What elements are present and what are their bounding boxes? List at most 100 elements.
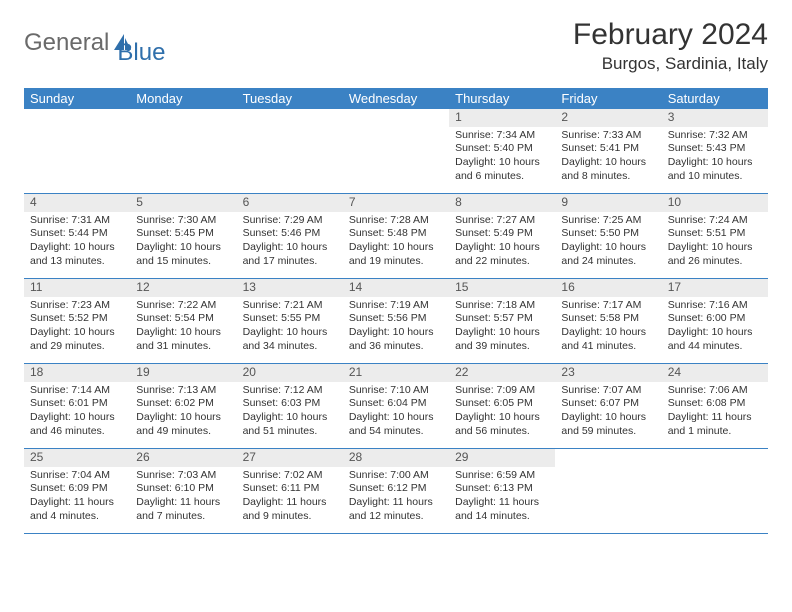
day-number: 16 (555, 279, 661, 297)
day-details: Sunrise: 7:02 AMSunset: 6:11 PMDaylight:… (237, 467, 343, 528)
day-sunrise: Sunrise: 7:19 AM (349, 299, 443, 313)
day-sunrise: Sunrise: 7:00 AM (349, 469, 443, 483)
day-daylight: Daylight: 10 hours and 10 minutes. (668, 156, 762, 183)
day-sunrise: Sunrise: 7:34 AM (455, 129, 549, 143)
day-daylight: Daylight: 11 hours and 14 minutes. (455, 496, 549, 523)
day-cell: 7Sunrise: 7:28 AMSunset: 5:48 PMDaylight… (343, 194, 449, 278)
day-details: Sunrise: 7:19 AMSunset: 5:56 PMDaylight:… (343, 297, 449, 358)
day-cell: 25Sunrise: 7:04 AMSunset: 6:09 PMDayligh… (24, 449, 130, 533)
day-sunrise: Sunrise: 7:14 AM (30, 384, 124, 398)
weekday-header: Sunday (24, 88, 130, 109)
day-details: Sunrise: 7:23 AMSunset: 5:52 PMDaylight:… (24, 297, 130, 358)
weekday-header: Tuesday (237, 88, 343, 109)
day-sunset: Sunset: 6:00 PM (668, 312, 762, 326)
day-daylight: Daylight: 11 hours and 1 minute. (668, 411, 762, 438)
day-number: 15 (449, 279, 555, 297)
day-details: Sunrise: 7:32 AMSunset: 5:43 PMDaylight:… (662, 127, 768, 188)
day-sunset: Sunset: 5:43 PM (668, 142, 762, 156)
day-sunset: Sunset: 5:52 PM (30, 312, 124, 326)
day-cell: 4Sunrise: 7:31 AMSunset: 5:44 PMDaylight… (24, 194, 130, 278)
day-details: Sunrise: 7:07 AMSunset: 6:07 PMDaylight:… (555, 382, 661, 443)
day-details: Sunrise: 7:33 AMSunset: 5:41 PMDaylight:… (555, 127, 661, 188)
brand-name-gray: General (24, 29, 109, 57)
day-sunrise: Sunrise: 7:22 AM (136, 299, 230, 313)
day-number: 18 (24, 364, 130, 382)
day-sunset: Sunset: 6:11 PM (243, 482, 337, 496)
day-cell: 9Sunrise: 7:25 AMSunset: 5:50 PMDaylight… (555, 194, 661, 278)
day-sunrise: Sunrise: 7:04 AM (30, 469, 124, 483)
day-sunrise: Sunrise: 7:27 AM (455, 214, 549, 228)
day-details: Sunrise: 7:21 AMSunset: 5:55 PMDaylight:… (237, 297, 343, 358)
day-cell: 13Sunrise: 7:21 AMSunset: 5:55 PMDayligh… (237, 279, 343, 363)
day-cell: 16Sunrise: 7:17 AMSunset: 5:58 PMDayligh… (555, 279, 661, 363)
day-cell: 29Sunrise: 6:59 AMSunset: 6:13 PMDayligh… (449, 449, 555, 533)
day-cell: 24Sunrise: 7:06 AMSunset: 6:08 PMDayligh… (662, 364, 768, 448)
day-number: 13 (237, 279, 343, 297)
day-details: Sunrise: 7:12 AMSunset: 6:03 PMDaylight:… (237, 382, 343, 443)
month-title: February 2024 (573, 18, 768, 52)
day-daylight: Daylight: 11 hours and 9 minutes. (243, 496, 337, 523)
day-cell: 10Sunrise: 7:24 AMSunset: 5:51 PMDayligh… (662, 194, 768, 278)
day-sunrise: Sunrise: 7:32 AM (668, 129, 762, 143)
day-number: 7 (343, 194, 449, 212)
day-sunset: Sunset: 5:54 PM (136, 312, 230, 326)
day-sunset: Sunset: 5:49 PM (455, 227, 549, 241)
day-details: Sunrise: 7:27 AMSunset: 5:49 PMDaylight:… (449, 212, 555, 273)
day-daylight: Daylight: 11 hours and 12 minutes. (349, 496, 443, 523)
day-daylight: Daylight: 10 hours and 39 minutes. (455, 326, 549, 353)
location-subtitle: Burgos, Sardinia, Italy (573, 54, 768, 74)
weekday-header: Monday (130, 88, 236, 109)
day-daylight: Daylight: 10 hours and 26 minutes. (668, 241, 762, 268)
day-cell: 17Sunrise: 7:16 AMSunset: 6:00 PMDayligh… (662, 279, 768, 363)
day-sunset: Sunset: 5:44 PM (30, 227, 124, 241)
day-sunset: Sunset: 5:48 PM (349, 227, 443, 241)
day-number: 8 (449, 194, 555, 212)
day-sunrise: Sunrise: 7:12 AM (243, 384, 337, 398)
day-sunset: Sunset: 6:07 PM (561, 397, 655, 411)
day-number: 19 (130, 364, 236, 382)
day-cell: 1Sunrise: 7:34 AMSunset: 5:40 PMDaylight… (449, 109, 555, 193)
page-header: General Blue February 2024 Burgos, Sardi… (24, 18, 768, 74)
day-number: 14 (343, 279, 449, 297)
day-details: Sunrise: 7:25 AMSunset: 5:50 PMDaylight:… (555, 212, 661, 273)
day-sunrise: Sunrise: 6:59 AM (455, 469, 549, 483)
day-cell (24, 109, 130, 193)
day-cell: 18Sunrise: 7:14 AMSunset: 6:01 PMDayligh… (24, 364, 130, 448)
day-sunrise: Sunrise: 7:25 AM (561, 214, 655, 228)
day-sunrise: Sunrise: 7:09 AM (455, 384, 549, 398)
day-number: 23 (555, 364, 661, 382)
day-cell: 14Sunrise: 7:19 AMSunset: 5:56 PMDayligh… (343, 279, 449, 363)
day-sunrise: Sunrise: 7:33 AM (561, 129, 655, 143)
day-daylight: Daylight: 11 hours and 7 minutes. (136, 496, 230, 523)
day-cell: 3Sunrise: 7:32 AMSunset: 5:43 PMDaylight… (662, 109, 768, 193)
day-details: Sunrise: 7:29 AMSunset: 5:46 PMDaylight:… (237, 212, 343, 273)
day-sunrise: Sunrise: 7:24 AM (668, 214, 762, 228)
day-number: 26 (130, 449, 236, 467)
day-cell: 2Sunrise: 7:33 AMSunset: 5:41 PMDaylight… (555, 109, 661, 193)
day-cell: 26Sunrise: 7:03 AMSunset: 6:10 PMDayligh… (130, 449, 236, 533)
day-details: Sunrise: 7:14 AMSunset: 6:01 PMDaylight:… (24, 382, 130, 443)
day-details: Sunrise: 7:04 AMSunset: 6:09 PMDaylight:… (24, 467, 130, 528)
day-sunset: Sunset: 6:05 PM (455, 397, 549, 411)
day-number: 6 (237, 194, 343, 212)
day-daylight: Daylight: 10 hours and 13 minutes. (30, 241, 124, 268)
day-daylight: Daylight: 10 hours and 31 minutes. (136, 326, 230, 353)
day-cell: 11Sunrise: 7:23 AMSunset: 5:52 PMDayligh… (24, 279, 130, 363)
day-cell: 6Sunrise: 7:29 AMSunset: 5:46 PMDaylight… (237, 194, 343, 278)
day-cell (662, 449, 768, 533)
day-daylight: Daylight: 10 hours and 22 minutes. (455, 241, 549, 268)
day-sunset: Sunset: 5:55 PM (243, 312, 337, 326)
day-daylight: Daylight: 10 hours and 34 minutes. (243, 326, 337, 353)
weekday-header: Thursday (449, 88, 555, 109)
day-details: Sunrise: 7:00 AMSunset: 6:12 PMDaylight:… (343, 467, 449, 528)
day-sunrise: Sunrise: 7:02 AM (243, 469, 337, 483)
day-number: 24 (662, 364, 768, 382)
day-number: 22 (449, 364, 555, 382)
day-cell (343, 109, 449, 193)
day-sunrise: Sunrise: 7:07 AM (561, 384, 655, 398)
day-number: 10 (662, 194, 768, 212)
day-sunrise: Sunrise: 7:03 AM (136, 469, 230, 483)
day-number: 27 (237, 449, 343, 467)
day-cell: 19Sunrise: 7:13 AMSunset: 6:02 PMDayligh… (130, 364, 236, 448)
day-number: 28 (343, 449, 449, 467)
